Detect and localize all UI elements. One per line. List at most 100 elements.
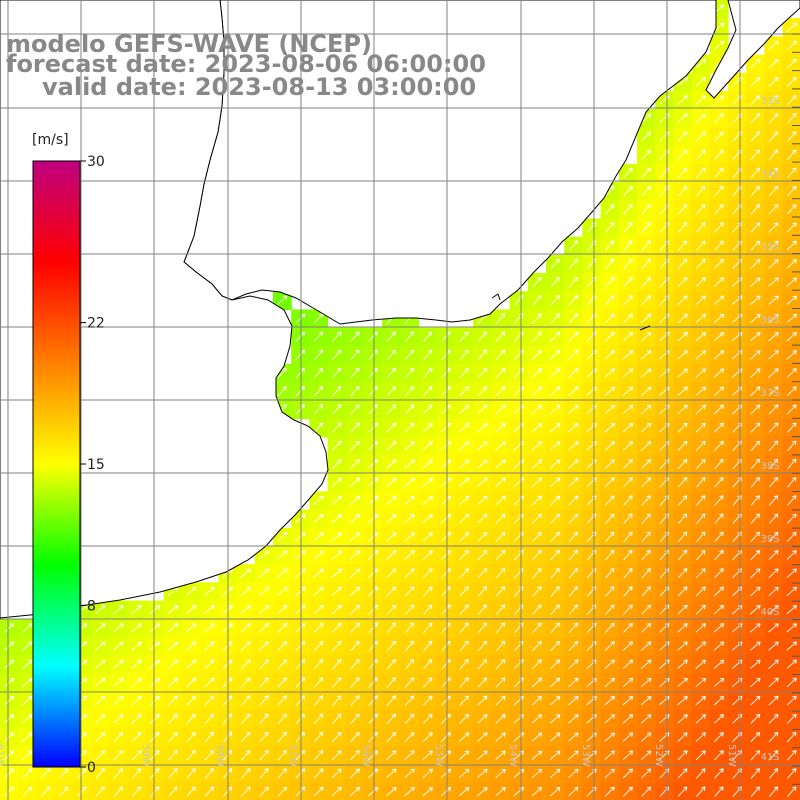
wind-arrow bbox=[532, 586, 542, 597]
wind-arrow bbox=[532, 549, 542, 561]
wind-arrow bbox=[677, 368, 688, 378]
wind-arrow bbox=[532, 567, 542, 579]
wind-arrow bbox=[750, 513, 761, 524]
wind-arrow bbox=[787, 131, 797, 142]
wind-arrow bbox=[768, 641, 779, 651]
wind-arrow bbox=[513, 477, 525, 487]
colorbar-units: [m/s] bbox=[32, 132, 69, 148]
wind-arrow bbox=[386, 422, 397, 433]
wind-arrow bbox=[22, 732, 33, 742]
wind-arrow bbox=[4, 622, 15, 633]
wind-arrow bbox=[550, 586, 560, 597]
wind-arrow bbox=[568, 750, 579, 760]
wind-arrow bbox=[331, 440, 342, 451]
wind-arrow bbox=[422, 441, 433, 451]
wind-arrow bbox=[677, 659, 688, 669]
wind-arrow bbox=[568, 477, 579, 488]
wind-arrow bbox=[677, 604, 688, 615]
wind-arrow bbox=[768, 531, 779, 542]
wind-arrow bbox=[786, 350, 797, 360]
wind-arrow bbox=[695, 59, 707, 69]
wind-arrow bbox=[713, 350, 725, 360]
wind-arrow bbox=[95, 713, 106, 724]
wind-arrow bbox=[604, 350, 615, 360]
wind-arrow bbox=[714, 203, 724, 215]
wind-arrow bbox=[277, 622, 288, 633]
wind-arrow bbox=[113, 731, 124, 743]
wind-arrow bbox=[513, 768, 525, 779]
wind-arrow bbox=[331, 459, 342, 470]
wind-arrow bbox=[604, 750, 615, 760]
wind-arrow bbox=[149, 659, 161, 669]
wind-arrow bbox=[786, 331, 798, 342]
wind-arrow bbox=[513, 714, 524, 724]
wind-arrow bbox=[404, 404, 415, 415]
wind-arrow bbox=[350, 349, 360, 361]
wind-arrow bbox=[750, 731, 761, 743]
wind-arrow bbox=[677, 131, 688, 142]
wind-arrow bbox=[258, 604, 270, 615]
wind-arrow bbox=[259, 713, 269, 725]
wind-arrow bbox=[458, 513, 470, 524]
wind-arrow bbox=[458, 477, 470, 487]
wind-arrow bbox=[350, 695, 360, 706]
wind-arrow bbox=[350, 331, 360, 342]
wind-arrow bbox=[695, 113, 706, 124]
wind-arrow bbox=[768, 586, 779, 597]
wind-arrow bbox=[94, 659, 106, 669]
wind-arrow bbox=[623, 604, 633, 615]
wind-arrow bbox=[386, 385, 397, 397]
wind-arrow bbox=[677, 277, 688, 288]
wind-arrow bbox=[331, 331, 342, 342]
wind-arrow bbox=[313, 713, 324, 725]
wind-arrow bbox=[714, 750, 724, 761]
wind-arrow bbox=[750, 695, 761, 706]
wind-arrow bbox=[695, 714, 706, 724]
wind-arrow bbox=[750, 277, 761, 287]
wind-arrow bbox=[641, 768, 652, 779]
wind-arrow bbox=[332, 349, 342, 361]
wind-arrow bbox=[459, 367, 469, 379]
wind-arrow bbox=[313, 640, 324, 652]
wind-arrow bbox=[240, 604, 252, 615]
wind-arrow bbox=[640, 404, 652, 415]
wind-arrow bbox=[477, 713, 488, 724]
wind-arrow bbox=[677, 568, 688, 579]
field-cell bbox=[782, 782, 800, 800]
wind-arrow bbox=[204, 731, 215, 743]
wind-arrow bbox=[623, 167, 633, 178]
wind-arrow bbox=[695, 77, 706, 87]
colorbar-gradient bbox=[32, 160, 81, 768]
wind-arrow bbox=[458, 732, 470, 742]
lat-label: 38S bbox=[760, 461, 779, 472]
wind-arrow bbox=[477, 750, 488, 760]
wind-arrow bbox=[422, 768, 434, 779]
wind-arrow bbox=[786, 586, 798, 597]
wind-arrow bbox=[568, 404, 579, 415]
wind-arrow bbox=[495, 368, 506, 379]
wind-arrow bbox=[22, 677, 33, 688]
wind-arrow bbox=[677, 203, 688, 215]
wind-arrow bbox=[714, 240, 724, 251]
wind-arrow bbox=[477, 622, 487, 634]
wind-arrow bbox=[58, 768, 69, 779]
wind-arrow bbox=[713, 258, 724, 269]
wind-arrow bbox=[422, 568, 433, 579]
wind-arrow bbox=[786, 731, 797, 743]
wind-arrow bbox=[677, 386, 688, 396]
wind-arrow bbox=[623, 586, 633, 597]
wind-arrow bbox=[531, 368, 543, 378]
wind-arrow bbox=[750, 677, 761, 688]
wind-arrow bbox=[477, 477, 488, 487]
wind-arrow bbox=[313, 513, 324, 524]
wind-arrow bbox=[713, 641, 725, 651]
wind-arrow bbox=[422, 422, 433, 433]
colorbar-tick-label: 15 bbox=[87, 457, 105, 473]
wind-arrow bbox=[459, 658, 469, 670]
wind-arrow bbox=[695, 440, 706, 451]
wind-arrow bbox=[604, 714, 616, 724]
wind-arrow bbox=[604, 786, 615, 797]
wind-arrow bbox=[714, 222, 724, 233]
wind-arrow bbox=[349, 514, 361, 524]
